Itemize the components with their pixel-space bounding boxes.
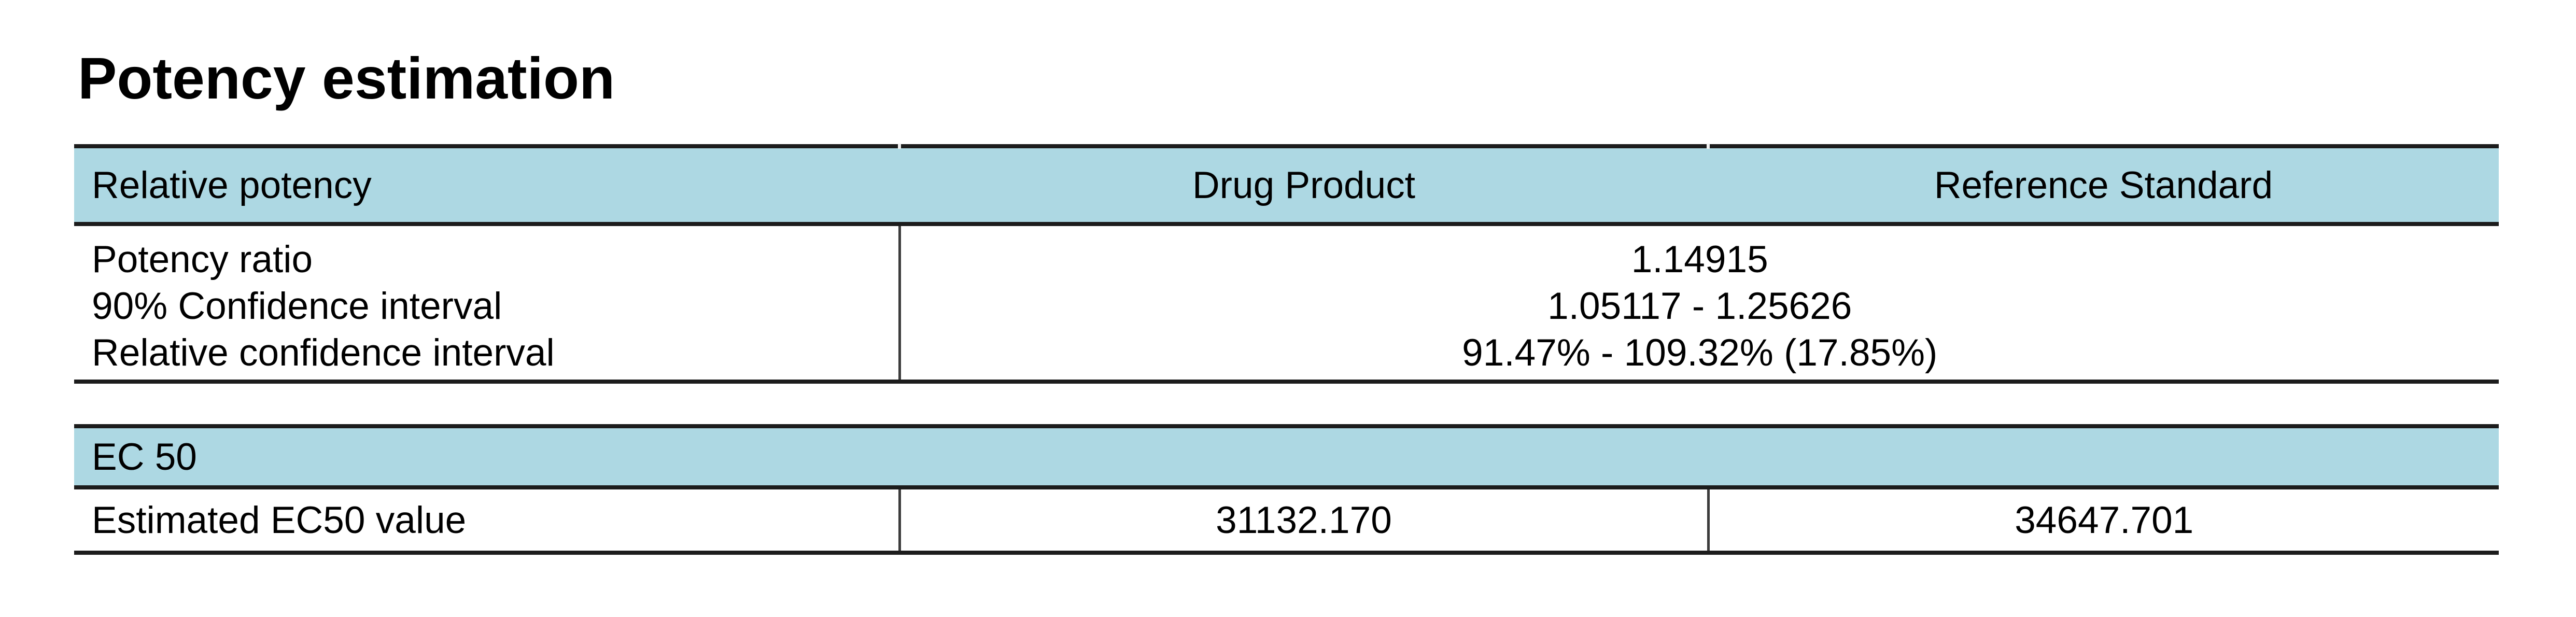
top-rule-seam-2: [1707, 144, 1710, 149]
header-cell-relative-potency: Relative potency: [74, 146, 899, 226]
header-cell-ec50: EC 50: [74, 426, 2499, 489]
ec50-table: EC 50 Estimated EC50 value 31132.170 346…: [74, 424, 2499, 555]
relative-potency-header-row: Relative potency Drug Product Reference …: [74, 146, 2499, 226]
ec50-header-row: EC 50: [74, 426, 2499, 489]
ec50-value-drug-product: 31132.170: [898, 487, 1708, 553]
relative-potency-table: Relative potency Drug Product Reference …: [74, 144, 2499, 384]
row-label-relative-confidence-interval: Relative confidence interval: [92, 332, 555, 374]
ec50-value-reference-standard: 34647.701: [1707, 487, 2499, 553]
row-label-confidence-interval: 90% Confidence interval: [92, 285, 502, 327]
relative-potency-body-row: Potency ratio 90% Confidence interval Re…: [74, 224, 2499, 382]
row-value-potency-ratio: 1.14915: [1631, 239, 1768, 281]
row-value-relative-confidence-interval: 91.47% - 109.32% (17.85%): [1462, 332, 1938, 374]
ec50-body-row: Estimated EC50 value 31132.170 34647.701: [74, 487, 2499, 553]
row-label-potency-ratio: Potency ratio: [92, 239, 313, 281]
ec50-table-grid: EC 50 Estimated EC50 value 31132.170 346…: [74, 424, 2499, 555]
relative-potency-labels-cell: Potency ratio 90% Confidence interval Re…: [74, 224, 899, 382]
row-value-confidence-interval: 1.05117 - 1.25626: [1547, 285, 1852, 327]
page-title: Potency estimation: [78, 46, 615, 111]
ec50-row-label: Estimated EC50 value: [92, 499, 467, 541]
header-cell-reference-standard: Reference Standard: [1708, 146, 2499, 226]
header-cell-drug-product: Drug Product: [899, 146, 1708, 226]
relative-potency-values-cell: 1.14915 1.05117 - 1.25626 91.47% - 109.3…: [898, 224, 2499, 382]
relative-potency-table-grid: Relative potency Drug Product Reference …: [74, 144, 2499, 384]
top-rule-seam-1: [898, 144, 901, 149]
